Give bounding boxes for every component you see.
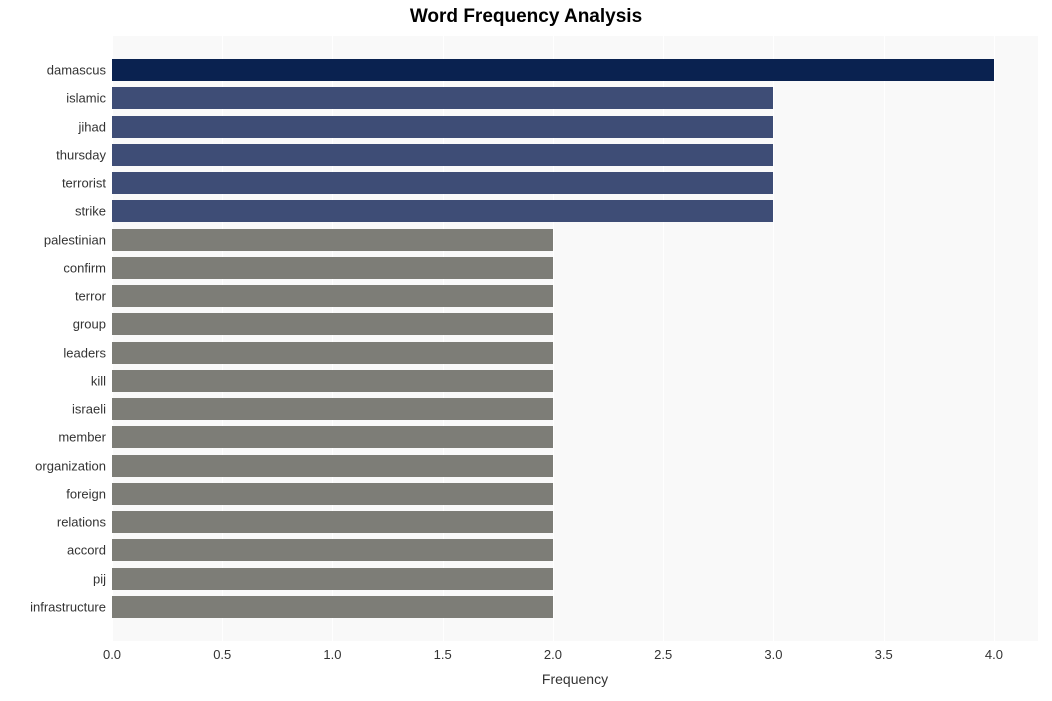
x-tick-label: 2.0 — [544, 647, 562, 662]
y-tick-label: thursday — [56, 147, 106, 162]
bar — [112, 59, 994, 81]
bar-row — [112, 426, 1038, 448]
plot-area — [112, 36, 1038, 641]
x-axis-title: Frequency — [112, 671, 1038, 687]
bar — [112, 229, 553, 251]
bar — [112, 539, 553, 561]
bars — [112, 36, 1038, 641]
bar-row — [112, 59, 1038, 81]
bar-row — [112, 511, 1038, 533]
bar-row — [112, 116, 1038, 138]
x-tick-label: 4.0 — [985, 647, 1003, 662]
bar — [112, 511, 553, 533]
y-tick-label: group — [73, 317, 106, 332]
bar-row — [112, 172, 1038, 194]
bar — [112, 116, 773, 138]
y-tick-label: accord — [67, 543, 106, 558]
y-tick-label: damascus — [47, 63, 106, 78]
x-tick-label: 2.5 — [654, 647, 672, 662]
bar — [112, 313, 553, 335]
bar-row — [112, 455, 1038, 477]
bar-row — [112, 539, 1038, 561]
y-tick-label: israeli — [72, 402, 106, 417]
bar-row — [112, 313, 1038, 335]
bar — [112, 398, 553, 420]
chart-container: Word Frequency Analysis damascus islamic j… — [0, 0, 1052, 701]
bar — [112, 172, 773, 194]
bar-row — [112, 257, 1038, 279]
y-tick-label: organization — [35, 458, 106, 473]
y-axis-labels: damascus islamic jihad thursday terrorist str… — [0, 36, 106, 641]
y-tick-label: pij — [93, 571, 106, 586]
bar — [112, 568, 553, 590]
y-tick-label: strike — [75, 204, 106, 219]
bar-row — [112, 87, 1038, 109]
bar-row — [112, 342, 1038, 364]
y-tick-label: leaders — [63, 345, 106, 360]
bar-row — [112, 568, 1038, 590]
x-tick-label: 3.5 — [875, 647, 893, 662]
chart-title: Word Frequency Analysis — [0, 6, 1052, 28]
x-tick-label: 1.0 — [323, 647, 341, 662]
y-tick-label: foreign — [66, 486, 106, 501]
bar — [112, 200, 773, 222]
bar — [112, 483, 553, 505]
bar-row — [112, 370, 1038, 392]
y-tick-label: kill — [91, 373, 106, 388]
bar-row — [112, 398, 1038, 420]
bar-row — [112, 483, 1038, 505]
y-tick-label: palestinian — [44, 232, 106, 247]
bar — [112, 285, 553, 307]
y-tick-label: terrorist — [62, 176, 106, 191]
y-tick-label: jihad — [79, 119, 106, 134]
y-tick-label: member — [58, 430, 106, 445]
bar — [112, 370, 553, 392]
bar — [112, 257, 553, 279]
x-axis: 0.00.51.01.52.02.53.03.54.0 Frequency — [112, 641, 1038, 701]
bar — [112, 144, 773, 166]
y-tick-label: terror — [75, 289, 106, 304]
bar — [112, 426, 553, 448]
bar — [112, 342, 553, 364]
x-tick-label: 1.5 — [434, 647, 452, 662]
y-tick-label: relations — [57, 515, 106, 530]
bar — [112, 455, 553, 477]
bar — [112, 596, 553, 618]
y-tick-label: infrastructure — [30, 599, 106, 614]
y-tick-label: islamic — [66, 91, 106, 106]
bar-row — [112, 229, 1038, 251]
bar-row — [112, 596, 1038, 618]
y-tick-label: confirm — [63, 260, 106, 275]
x-tick-label: 0.5 — [213, 647, 231, 662]
x-tick-label: 3.0 — [764, 647, 782, 662]
bar-row — [112, 285, 1038, 307]
bar-row — [112, 200, 1038, 222]
x-tick-label: 0.0 — [103, 647, 121, 662]
bar-row — [112, 144, 1038, 166]
bar — [112, 87, 773, 109]
